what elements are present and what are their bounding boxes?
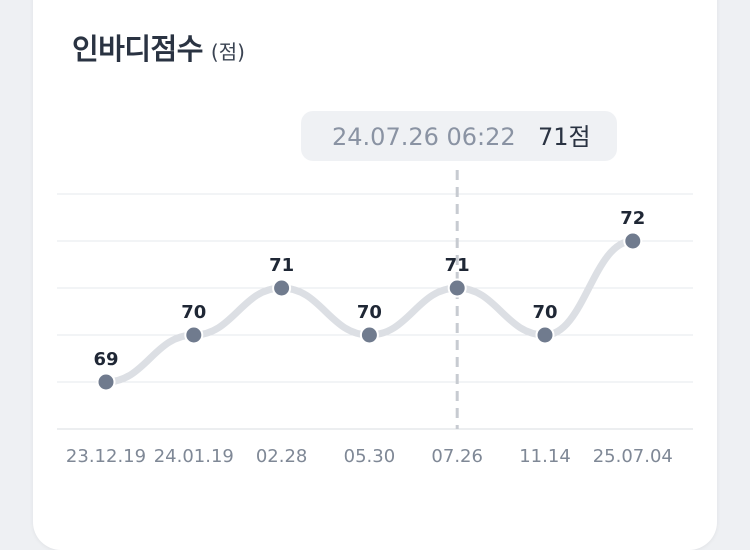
- inbody-score-card: [33, 0, 717, 550]
- data-label: 69: [93, 349, 118, 370]
- tooltip-value: 71점: [538, 123, 591, 151]
- data-point[interactable]: [96, 372, 116, 392]
- x-tick-label: 11.14: [519, 446, 571, 467]
- tooltip: 24.07.26 06:22 71점: [301, 111, 617, 161]
- chart-header: 인바디점수 (점): [72, 26, 245, 68]
- data-label: 70: [532, 302, 557, 323]
- tooltip-box: [301, 111, 617, 161]
- data-point[interactable]: [623, 231, 643, 251]
- x-tick-label: 25.07.04: [593, 446, 673, 467]
- data-point[interactable]: [272, 278, 292, 298]
- tooltip-date: 24.07.26 06:22: [332, 123, 516, 151]
- x-tick-label: 24.01.19: [154, 446, 234, 467]
- x-tick-label: 02.28: [256, 446, 308, 467]
- data-point[interactable]: [184, 325, 204, 345]
- data-label: 70: [357, 302, 382, 323]
- data-label: 70: [181, 302, 206, 323]
- x-tick-label: 23.12.19: [66, 446, 146, 467]
- data-point[interactable]: [447, 278, 467, 298]
- data-label: 72: [620, 208, 645, 229]
- chart-unit: (점): [210, 40, 245, 64]
- line-chart[interactable]: 24.07.26 06:22 71점 69 70 71 70 71 70 72 23.12.…: [0, 0, 750, 511]
- chart-title: 인바디점수: [72, 32, 203, 66]
- x-tick-label: 05.30: [344, 446, 396, 467]
- x-axis-labels: 23.12.19 24.01.19 02.28 05.30 07.26 11.14 25.0…: [66, 446, 673, 467]
- data-point[interactable]: [535, 325, 555, 345]
- data-label: 71: [445, 255, 470, 276]
- data-label: 71: [269, 255, 294, 276]
- data-points[interactable]: [96, 231, 643, 392]
- data-labels: 69 70 71 70 71 70 72: [93, 208, 645, 370]
- x-tick-label: 07.26: [431, 446, 483, 467]
- data-point[interactable]: [359, 325, 379, 345]
